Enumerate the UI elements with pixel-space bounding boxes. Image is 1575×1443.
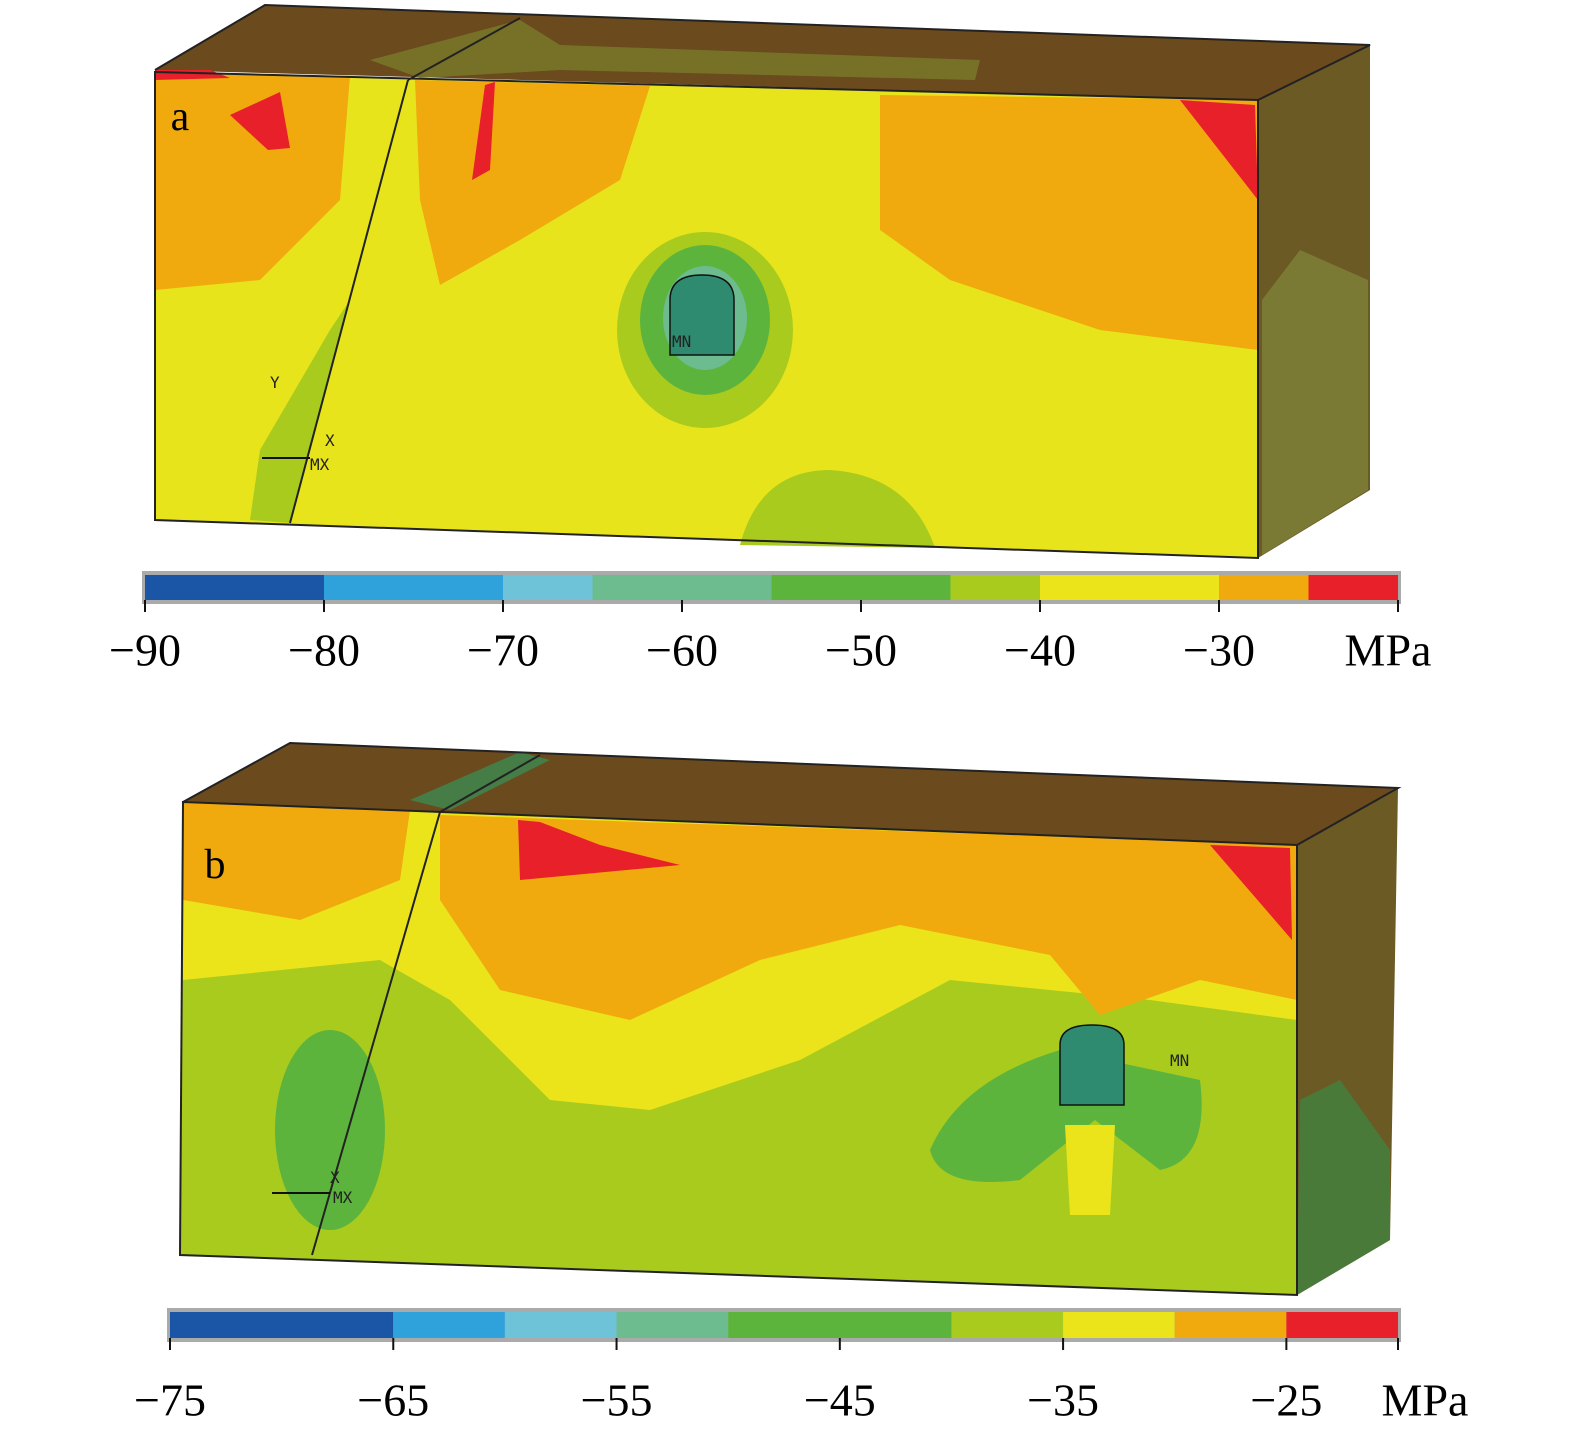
x-tick-label: −40 <box>1004 625 1076 676</box>
x-tick-label: −50 <box>825 625 897 676</box>
model-a <box>154 3 1371 560</box>
annotation: MX <box>310 455 330 474</box>
annotation: MN <box>672 332 691 351</box>
color-bin <box>503 575 593 600</box>
panel-label: a <box>171 94 190 140</box>
x-tick-label: −30 <box>1183 625 1255 676</box>
color-bin <box>616 1312 729 1338</box>
unit-label: MPa <box>1382 1375 1469 1426</box>
x-tick-label: −25 <box>1250 1375 1322 1426</box>
x-tick-label: −65 <box>357 1375 429 1426</box>
x-tick-label: −35 <box>1027 1375 1099 1426</box>
x-tick-label: −70 <box>467 625 539 676</box>
x-tick-label: −90 <box>109 625 181 676</box>
color-bin <box>728 1312 952 1338</box>
color-bin <box>951 1312 1064 1338</box>
color-bin <box>1286 1312 1398 1338</box>
color-bin <box>1040 575 1219 600</box>
color-bin <box>393 1312 505 1338</box>
color-bin <box>504 1312 617 1338</box>
x-tick-label: −45 <box>804 1375 876 1426</box>
annotation: MX <box>333 1188 353 1207</box>
color-bin <box>145 575 324 600</box>
annotation: X <box>325 431 335 450</box>
annotation: X <box>330 1168 340 1187</box>
color-bin <box>1174 1312 1287 1338</box>
color-bin <box>1063 1312 1175 1338</box>
annotation: MN <box>1170 1051 1189 1070</box>
color-bin <box>771 575 951 600</box>
panel-label: b <box>205 842 226 888</box>
x-tick-label: −60 <box>646 625 718 676</box>
model-b <box>178 741 1402 1297</box>
color-bin <box>1219 575 1309 600</box>
x-tick-label: −75 <box>134 1375 206 1426</box>
x-tick-label: −80 <box>288 625 360 676</box>
color-bin <box>1308 575 1398 600</box>
annotation: Y <box>270 373 280 392</box>
color-bin <box>592 575 772 600</box>
color-bin <box>170 1312 394 1338</box>
x-tick-label: −55 <box>581 1375 653 1426</box>
unit-label: MPa <box>1345 625 1432 676</box>
color-bin <box>950 575 1040 600</box>
color-bin <box>324 575 503 600</box>
